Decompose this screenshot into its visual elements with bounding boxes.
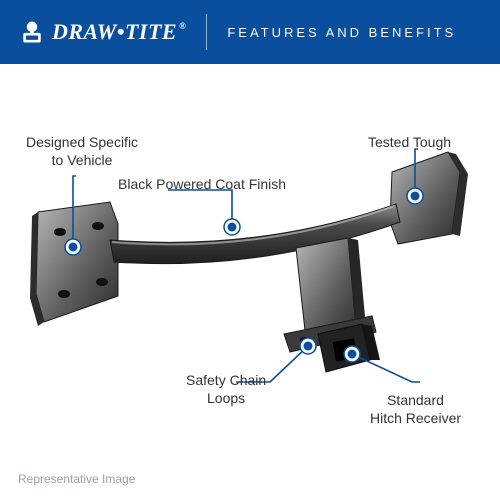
receiver-assembly bbox=[284, 238, 380, 372]
diagram-canvas: Designed Specific to Vehicle Black Power… bbox=[0, 64, 500, 500]
callout-lines bbox=[0, 64, 500, 500]
hitch-ball-icon bbox=[18, 18, 46, 46]
header-bar: DRAW•TITE ® FEATURES AND BENEFITS bbox=[0, 0, 500, 64]
callout-loops: Safety Chain Loops bbox=[186, 372, 266, 407]
footer-note: Representative Image bbox=[18, 472, 135, 486]
left-bracket bbox=[30, 202, 118, 326]
callout-receiver: Standard Hitch Receiver bbox=[370, 392, 461, 427]
logo-text: DRAW•TITE ® bbox=[52, 19, 186, 45]
hitch-illustration bbox=[0, 64, 500, 500]
cross-bar bbox=[110, 204, 400, 264]
header-tagline: FEATURES AND BENEFITS bbox=[227, 25, 456, 40]
header-divider bbox=[206, 14, 207, 50]
logo-registered: ® bbox=[179, 21, 186, 31]
callout-tested: Tested Tough bbox=[368, 134, 451, 152]
callout-designed: Designed Specific to Vehicle bbox=[26, 134, 138, 169]
callout-finish: Black Powered Coat Finish bbox=[118, 176, 286, 194]
logo-wordmark: DRAW•TITE bbox=[52, 19, 177, 45]
right-bracket bbox=[390, 152, 468, 244]
brand-logo: DRAW•TITE ® bbox=[18, 18, 186, 46]
